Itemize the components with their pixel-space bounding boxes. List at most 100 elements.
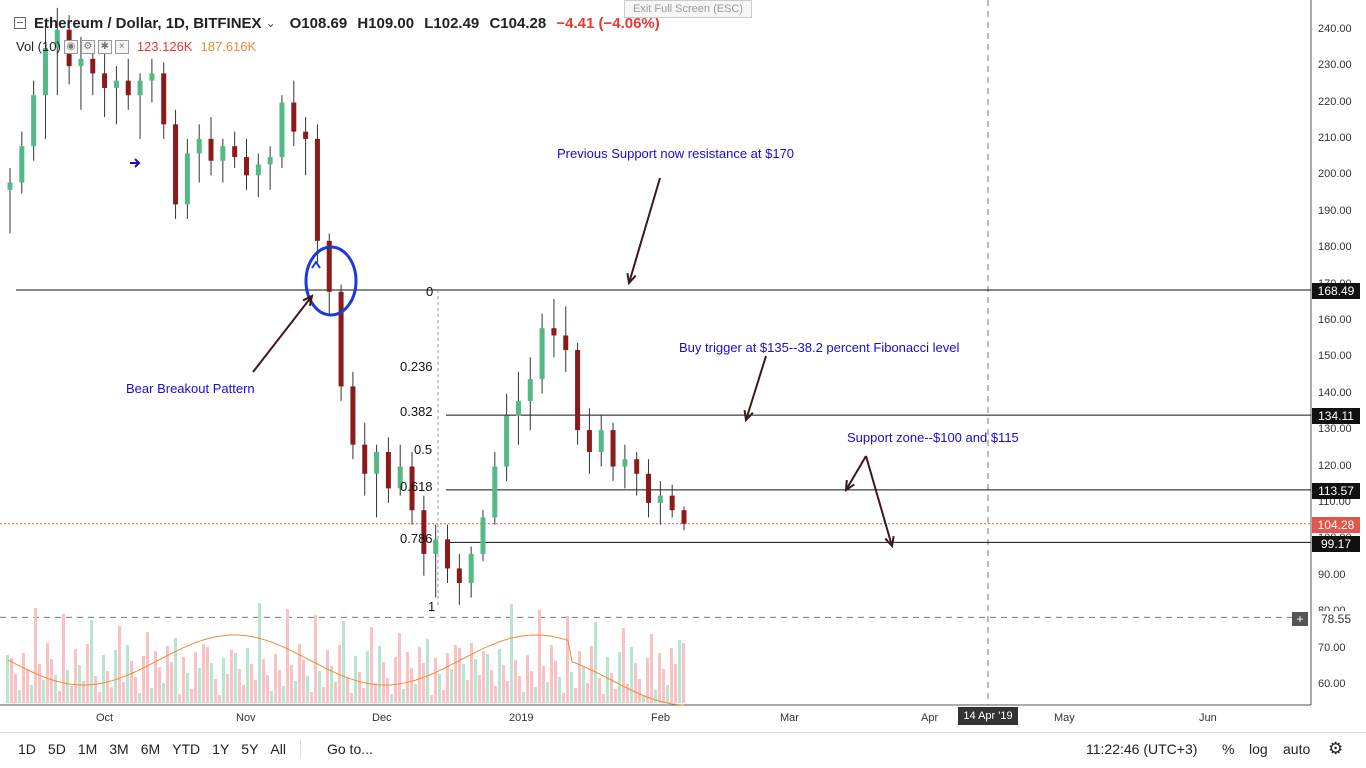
volume-bar	[626, 684, 629, 703]
volume-bar	[354, 656, 357, 703]
chevron-down-icon[interactable]: ⌄	[265, 16, 276, 30]
candle-body	[598, 430, 604, 452]
range-all[interactable]: All	[270, 741, 286, 757]
volume-bar	[486, 654, 489, 703]
volume-bar	[242, 685, 245, 703]
close-icon[interactable]: ×	[114, 39, 129, 54]
volume-bar	[362, 688, 365, 703]
volume-bar	[82, 681, 85, 703]
y-tick-label: 190.00	[1318, 204, 1352, 217]
volume-bar	[186, 673, 189, 703]
volume-bar	[246, 648, 249, 703]
open-value: O108.69	[289, 14, 348, 32]
range-1y[interactable]: 1Y	[212, 741, 230, 757]
volume-bar	[646, 658, 649, 703]
range-ytd[interactable]: YTD	[172, 741, 201, 757]
volume-bar	[62, 614, 65, 703]
volume-bar	[510, 604, 513, 703]
volume-bar	[478, 675, 481, 703]
auto-toggle[interactable]: auto	[1283, 741, 1311, 757]
volume-bar	[586, 683, 589, 703]
volume-bar	[66, 670, 69, 703]
candle-body	[456, 568, 462, 583]
volume-bar	[42, 680, 45, 703]
volume-bar	[258, 603, 261, 703]
volume-bar	[190, 689, 193, 703]
volume-bar	[174, 638, 177, 703]
volume-bar	[198, 668, 201, 703]
annotation-resistance: Previous Support now resistance at $170	[557, 146, 795, 161]
volume-bar	[322, 687, 325, 703]
percent-toggle[interactable]: %	[1222, 741, 1235, 757]
bottom-toolbar: 1D 5D 1M 3M 6M YTD 1Y 5Y All Go to... 11…	[0, 732, 1366, 765]
candle-body	[78, 58, 84, 67]
candle-body	[480, 517, 486, 554]
volume-bar	[650, 634, 653, 703]
volume-ma-value: 187.616K	[200, 39, 257, 54]
volume-bar	[194, 652, 197, 703]
eye-icon[interactable]: ◉	[63, 39, 78, 54]
volume-legend: Vol (10) ◉ ⚙ ✱ × 123.126K 187.616K	[16, 39, 256, 54]
range-1d[interactable]: 1D	[18, 741, 36, 757]
volume-bar	[498, 649, 501, 703]
volume-bar	[518, 676, 521, 703]
volume-bar	[474, 659, 477, 703]
price-tag-current: 104.28	[1312, 517, 1360, 533]
gear-icon[interactable]: ⚙	[1328, 739, 1344, 758]
candle-body	[504, 415, 510, 467]
candle-body	[433, 539, 439, 554]
exit-fullscreen-button[interactable]: Exit Full Screen (ESC)	[624, 0, 752, 18]
y-tick-label: 210.00	[1318, 131, 1352, 144]
x-tick-mar: Mar	[780, 712, 799, 724]
log-toggle[interactable]: log	[1249, 741, 1268, 757]
candle-body	[669, 495, 675, 511]
volume-bar	[442, 690, 445, 703]
candle-body	[196, 138, 202, 154]
y-tick-label: 220.00	[1318, 95, 1352, 108]
volume-bar	[630, 647, 633, 703]
volume-bar	[674, 664, 677, 703]
volume-bar	[162, 683, 165, 703]
gear-icon[interactable]: ✱	[97, 39, 112, 54]
goto-button[interactable]: Go to...	[326, 741, 373, 757]
candle-body	[468, 553, 474, 583]
volume-bar	[662, 669, 665, 703]
volume-bar	[10, 658, 13, 703]
volume-bar	[138, 693, 141, 703]
x-tick-nov: Nov	[236, 712, 256, 724]
range-5y[interactable]: 5Y	[241, 741, 259, 757]
settings-icon[interactable]: ⚙	[80, 39, 95, 54]
volume-bar	[70, 686, 73, 703]
volume-bar	[470, 643, 473, 703]
candle-body	[7, 182, 13, 190]
collapse-icon[interactable]	[14, 17, 26, 29]
volume-bar	[286, 609, 289, 703]
symbol-title[interactable]: Ethereum / Dollar, 1D, BITFINEX	[34, 14, 262, 32]
candle-body	[421, 510, 427, 554]
volume-bar	[490, 670, 493, 703]
range-1m[interactable]: 1M	[77, 741, 98, 757]
volume-bar	[594, 622, 597, 703]
volume-bar	[602, 694, 605, 703]
volume-bar	[598, 678, 601, 703]
x-tick-apr: Apr	[921, 712, 939, 724]
y-tick-label: 70.00	[1318, 641, 1346, 654]
volume-bar	[614, 689, 617, 703]
arrow-bear-breakout	[252, 295, 313, 373]
volume-label[interactable]: Vol (10)	[16, 39, 61, 54]
candle-body	[90, 58, 96, 74]
volume-bar	[334, 682, 337, 703]
volume-bar	[462, 664, 465, 703]
clock-readout[interactable]: 11:22:46 (UTC+3)	[1086, 741, 1198, 757]
range-3m[interactable]: 3M	[109, 741, 129, 757]
range-5d[interactable]: 5D	[47, 741, 66, 757]
volume-bar	[202, 644, 205, 703]
volume-bar	[222, 658, 225, 703]
price-tag-crosshair: 78.55	[1312, 611, 1360, 627]
y-tick-label: 90.00	[1318, 568, 1346, 581]
candle-body	[137, 80, 143, 96]
range-6m[interactable]: 6M	[140, 741, 161, 757]
crosshair-add-button[interactable]: +	[1292, 612, 1308, 626]
volume-bar	[142, 656, 145, 703]
